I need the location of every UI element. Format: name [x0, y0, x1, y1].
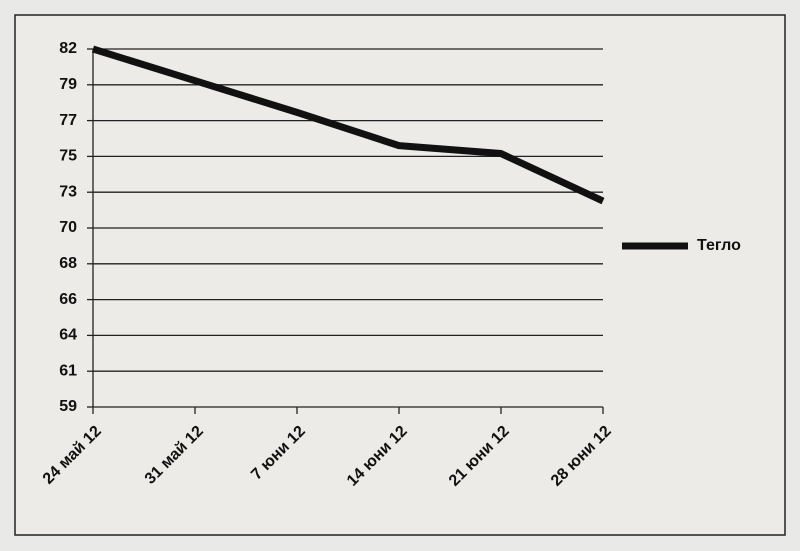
line-series	[91, 45, 605, 205]
y-tick-label: 64	[59, 327, 77, 344]
y-tick-label: 59	[59, 398, 77, 415]
y-tick-label: 66	[59, 291, 77, 308]
y-tick-label: 68	[59, 255, 77, 272]
y-tick-label: 75	[59, 148, 77, 165]
y-tick-label: 61	[59, 362, 77, 379]
y-tick-label: 82	[59, 40, 77, 57]
legend-label: Тегло	[697, 237, 741, 254]
y-tick-label: 70	[59, 219, 77, 236]
y-tick-label: 77	[59, 112, 77, 129]
chart-frame	[14, 14, 786, 536]
y-tick-label: 73	[59, 183, 77, 200]
y-tick-label: 79	[59, 76, 77, 93]
